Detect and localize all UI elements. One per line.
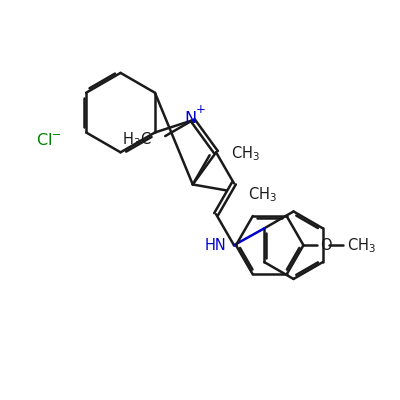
Text: Cl$^{-}$: Cl$^{-}$ — [36, 132, 62, 148]
Text: H$_3$C: H$_3$C — [122, 131, 151, 150]
Text: N: N — [184, 111, 196, 126]
Text: +: + — [196, 102, 206, 116]
Text: CH$_3$: CH$_3$ — [347, 236, 376, 254]
Text: O: O — [320, 238, 332, 253]
Text: CH$_3$: CH$_3$ — [248, 186, 277, 204]
Text: CH$_3$: CH$_3$ — [232, 144, 260, 162]
Text: HN: HN — [204, 238, 226, 253]
